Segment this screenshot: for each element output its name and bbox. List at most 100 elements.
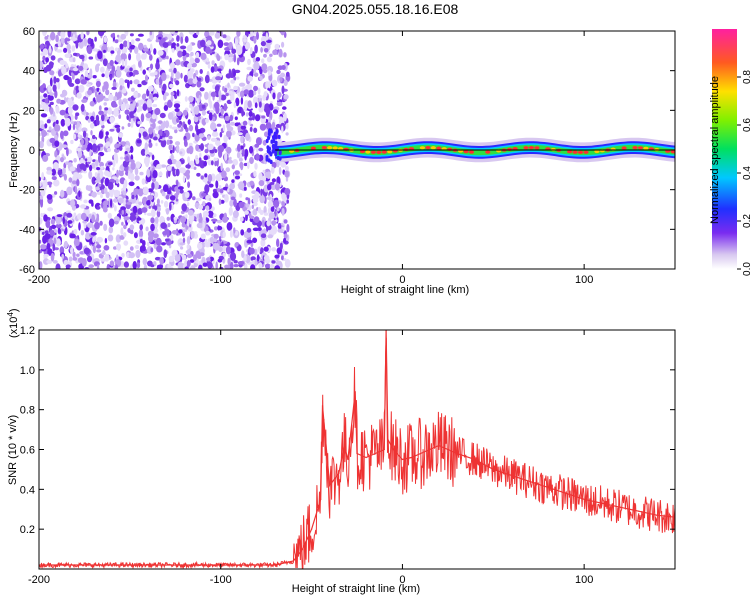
noise-speckle bbox=[212, 116, 216, 122]
noise-speckle bbox=[141, 93, 147, 100]
noise-speckle bbox=[60, 36, 65, 44]
noise-speckle bbox=[182, 237, 186, 244]
noise-speckle bbox=[204, 173, 208, 178]
noise-speckle bbox=[262, 169, 266, 173]
noise-speckle bbox=[183, 74, 188, 83]
noise-speckle bbox=[266, 122, 272, 130]
noise-speckle bbox=[114, 205, 117, 212]
noise-speckle bbox=[73, 121, 77, 126]
noise-speckle bbox=[42, 104, 49, 112]
noise-speckle bbox=[239, 161, 244, 169]
noise-speckle bbox=[134, 167, 139, 176]
noise-speckle bbox=[176, 117, 180, 123]
noise-speckle bbox=[144, 142, 148, 150]
signal-peak bbox=[430, 146, 436, 150]
noise-speckle bbox=[169, 83, 174, 89]
noise-speckle bbox=[187, 62, 192, 69]
noise-speckle bbox=[69, 166, 76, 172]
noise-speckle bbox=[214, 160, 218, 167]
noise-speckle bbox=[73, 133, 77, 140]
noise-speckle bbox=[101, 73, 105, 78]
noise-speckle bbox=[209, 149, 215, 154]
noise-speckle bbox=[255, 137, 262, 146]
snr-data-point bbox=[492, 468, 494, 470]
noise-speckle bbox=[250, 264, 256, 269]
noise-speckle bbox=[116, 34, 120, 38]
noise-speckle bbox=[233, 85, 238, 91]
noise-speckle bbox=[107, 107, 112, 115]
noise-speckle bbox=[57, 169, 62, 176]
noise-speckle bbox=[268, 80, 271, 89]
noise-speckle bbox=[148, 127, 154, 135]
noise-speckle bbox=[87, 74, 93, 79]
noise-speckle bbox=[209, 31, 215, 36]
noise-speckle bbox=[174, 129, 178, 134]
noise-speckle bbox=[119, 43, 124, 50]
noise-speckle bbox=[232, 210, 239, 219]
noise-speckle bbox=[39, 140, 44, 149]
noise-speckle bbox=[174, 254, 181, 262]
noise-speckle bbox=[215, 173, 222, 182]
noise-speckle bbox=[129, 145, 134, 153]
noise-speckle bbox=[204, 148, 209, 154]
noise-speckle bbox=[194, 57, 200, 64]
snr-data-point bbox=[447, 448, 449, 451]
noise-speckle bbox=[133, 79, 140, 85]
noise-speckle bbox=[278, 222, 281, 227]
noise-speckle bbox=[129, 103, 135, 112]
noise-speckle bbox=[284, 259, 291, 268]
noise-speckle bbox=[66, 212, 73, 218]
noise-speckle bbox=[147, 194, 154, 201]
noise-speckle bbox=[210, 91, 217, 98]
noise-speckle bbox=[52, 260, 58, 264]
bottom-y-tick-label: 0.6 bbox=[20, 445, 35, 457]
noise-speckle bbox=[236, 151, 241, 159]
noise-speckle bbox=[244, 210, 249, 215]
top-x-tick-label: 100 bbox=[575, 274, 593, 286]
noise-speckle bbox=[128, 53, 132, 61]
noise-speckle bbox=[211, 218, 218, 222]
noise-speckle bbox=[280, 31, 285, 36]
noise-speckle bbox=[272, 109, 279, 114]
noise-speckle bbox=[50, 231, 56, 236]
noise-speckle bbox=[74, 34, 78, 38]
onset-speckle bbox=[278, 150, 282, 156]
noise-speckle bbox=[283, 79, 288, 86]
noise-speckle bbox=[92, 236, 96, 243]
noise-speckle bbox=[55, 78, 60, 83]
noise-speckle bbox=[142, 131, 148, 138]
noise-speckle bbox=[138, 42, 144, 51]
snr-data-point bbox=[420, 452, 422, 455]
noise-speckle bbox=[276, 238, 280, 248]
noise-speckle bbox=[92, 258, 96, 264]
noise-speckle bbox=[119, 85, 123, 91]
noise-speckle bbox=[238, 82, 246, 87]
noise-speckle bbox=[140, 148, 146, 156]
noise-speckle bbox=[258, 180, 265, 187]
noise-speckle bbox=[193, 166, 197, 170]
noise-speckle bbox=[175, 168, 180, 177]
noise-speckle bbox=[226, 146, 232, 154]
noise-speckle bbox=[56, 214, 63, 218]
noise-speckle bbox=[170, 234, 174, 241]
noise-speckle bbox=[51, 224, 57, 229]
noise-speckle bbox=[130, 162, 136, 170]
noise-speckle bbox=[76, 147, 82, 152]
noise-speckle bbox=[266, 220, 271, 227]
noise-speckle bbox=[249, 247, 255, 255]
noise-speckle bbox=[165, 55, 169, 60]
snr-data-point bbox=[311, 528, 313, 530]
noise-speckle bbox=[156, 245, 163, 253]
noise-speckle bbox=[263, 48, 269, 53]
noise-speckle bbox=[80, 212, 87, 221]
noise-speckle bbox=[130, 172, 135, 182]
noise-speckle bbox=[141, 178, 146, 185]
noise-speckle bbox=[242, 35, 247, 39]
noise-speckle bbox=[94, 159, 99, 167]
noise-speckle bbox=[97, 183, 102, 187]
signal-peak bbox=[310, 146, 316, 150]
noise-speckle bbox=[146, 168, 151, 178]
signal-peak bbox=[419, 146, 425, 150]
noise-speckle bbox=[231, 48, 237, 54]
noise-speckle bbox=[107, 181, 114, 190]
